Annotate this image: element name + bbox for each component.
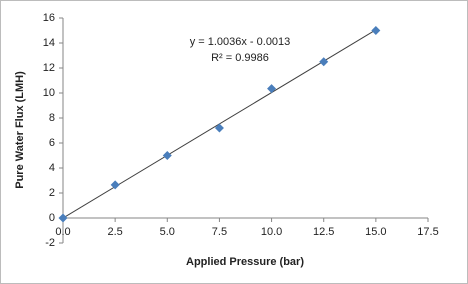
y-tick-label: 12 [43, 62, 55, 74]
x-tick-label: 0.0 [55, 226, 70, 238]
x-tick-label: 17.5 [417, 226, 438, 238]
y-tick-label: -2 [45, 237, 55, 249]
x-tick-label: 10.0 [261, 226, 282, 238]
y-tick-label: 4 [49, 162, 55, 174]
point [371, 26, 381, 35]
point [214, 123, 224, 133]
point [162, 151, 172, 160]
x-tick-label: 7.5 [212, 226, 227, 238]
y-tick-label: 6 [49, 137, 55, 149]
y-axis-title: Pure Water Flux (LMH) [14, 71, 26, 189]
y-tick-label: 10 [43, 87, 55, 99]
point [58, 213, 68, 223]
x-tick-label: 5.0 [160, 226, 175, 238]
y-tick-label: 16 [43, 12, 55, 24]
point [267, 84, 277, 94]
y-tick-label: 14 [43, 37, 55, 49]
point [319, 57, 329, 67]
x-tick-label: 12.5 [313, 226, 334, 238]
x-tick-label: 15.0 [365, 226, 386, 238]
trendline-r2: R² = 0.9986 [211, 52, 269, 64]
point [110, 180, 120, 190]
y-tick-label: 2 [49, 187, 55, 199]
x-axis-title: Applied Pressure (bar) [186, 256, 304, 268]
x-tick-label: 2.5 [107, 226, 122, 238]
y-tick-label: 8 [49, 112, 55, 124]
trendline-equation: y = 1.0036x - 0.0013 [190, 36, 291, 48]
y-tick-label: 0 [49, 212, 55, 224]
